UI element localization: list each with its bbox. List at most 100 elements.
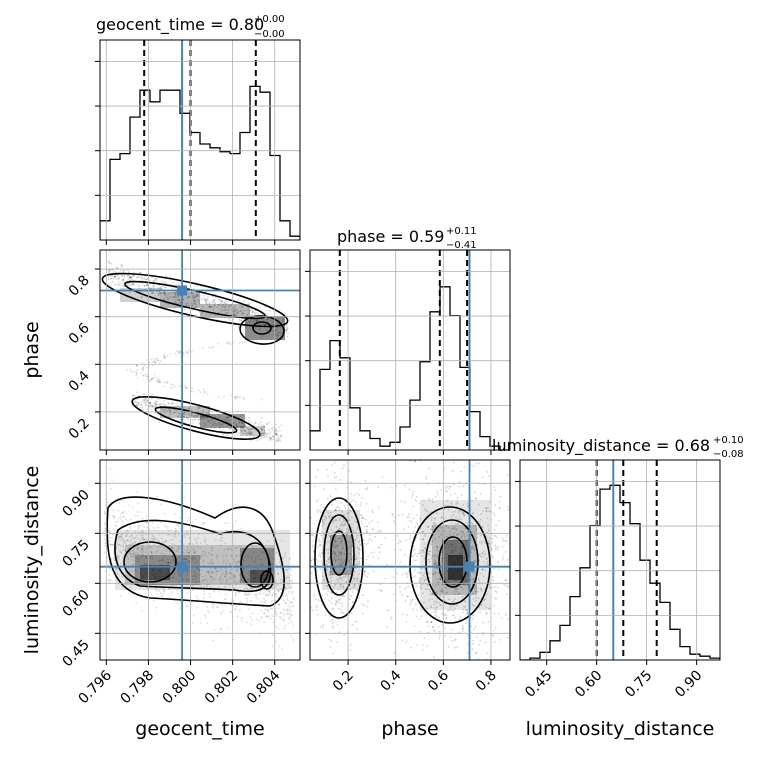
sample-point: [455, 529, 458, 532]
sample-point: [178, 556, 181, 559]
sample-point: [110, 277, 113, 280]
sample-point: [269, 607, 272, 610]
sample-point: [332, 586, 335, 589]
sample-point: [438, 595, 441, 598]
sample-point: [478, 554, 480, 556]
sample-point: [131, 564, 134, 566]
sample-point: [461, 512, 464, 514]
sample-point: [502, 556, 505, 559]
sample-point: [227, 548, 230, 551]
contour-lower-outer: [131, 395, 261, 441]
sample-point: [227, 416, 230, 419]
sample-point: [154, 576, 156, 579]
sample-point: [164, 561, 167, 563]
sample-point: [122, 278, 125, 281]
sample-point: [116, 567, 118, 570]
sample-point: [507, 618, 509, 621]
sample-point: [159, 545, 162, 548]
sample-point: [195, 306, 197, 308]
sample-point: [356, 589, 359, 592]
sample-point: [491, 563, 493, 566]
sample-point: [452, 551, 455, 553]
sample-point: [172, 559, 175, 561]
sample-point: [224, 567, 227, 569]
x-tick-label-geocent_time-3: 0.802: [202, 668, 242, 708]
sample-point: [230, 317, 232, 319]
sample-point: [134, 541, 137, 544]
sample-point: [233, 576, 236, 578]
sample-point: [440, 588, 443, 590]
sample-point: [317, 599, 320, 602]
sample-point: [345, 580, 347, 583]
sample-point: [144, 538, 146, 541]
sample-point: [341, 537, 344, 540]
sample-point: [193, 294, 196, 297]
sample-point: [523, 511, 525, 513]
sample-point: [326, 468, 328, 471]
sample-point: [319, 555, 322, 558]
sample-point: [449, 530, 452, 533]
sample-point: [457, 592, 460, 595]
sample-point: [432, 625, 434, 628]
sample-point: [107, 277, 110, 279]
sample-point: [472, 615, 475, 617]
sample-point: [106, 560, 109, 563]
sample-point: [224, 585, 226, 588]
sample-point: [132, 394, 135, 397]
sample-point: [282, 557, 284, 560]
sample-point: [408, 570, 410, 573]
sample-point: [327, 561, 330, 563]
sample-point: [247, 320, 250, 323]
sample-point: [142, 536, 145, 539]
sample-point: [460, 545, 463, 547]
sample-point: [321, 552, 324, 554]
sample-point: [424, 547, 427, 550]
sample-point: [140, 534, 142, 537]
sample-point: [310, 534, 313, 536]
sample-point: [192, 390, 195, 393]
sample-point: [483, 599, 486, 601]
sample-point: [456, 533, 459, 536]
title-geocent-time-plus: +0.00: [254, 14, 285, 25]
sample-point: [253, 578, 256, 580]
sample-point: [123, 548, 125, 551]
sample-point: [266, 309, 268, 312]
sample-point: [366, 486, 369, 489]
sample-point: [104, 527, 106, 530]
sample-point: [143, 399, 146, 402]
sample-point: [178, 580, 181, 582]
sample-point: [251, 572, 253, 575]
sample-point: [495, 597, 497, 600]
sample-point: [498, 519, 500, 522]
sample-point: [268, 591, 271, 593]
sample-point: [227, 522, 230, 525]
sample-point: [248, 416, 251, 419]
sample-point: [405, 586, 408, 588]
sample-point: [112, 509, 115, 512]
sample-point: [169, 576, 172, 578]
sample-point: [371, 528, 374, 531]
sample-point: [129, 527, 132, 530]
sample-point: [151, 569, 154, 572]
sample-point: [210, 576, 212, 578]
sample-point: [210, 568, 212, 570]
sample-point: [422, 574, 424, 577]
sample-point: [129, 586, 132, 589]
sample-point: [131, 276, 133, 279]
sample-point: [464, 465, 466, 468]
sample-point: [268, 333, 271, 336]
sample-point: [166, 562, 169, 564]
sample-point: [452, 461, 455, 464]
sample-point: [130, 284, 133, 286]
sample-point: [243, 312, 246, 315]
sample-point: [478, 462, 481, 465]
sample-point: [241, 313, 243, 315]
sample-point: [132, 559, 135, 562]
sample-point: [210, 580, 212, 583]
sample-point: [201, 523, 204, 526]
sample-point: [268, 421, 271, 424]
sample-point: [227, 303, 230, 306]
sample-point: [504, 579, 507, 582]
sample-point: [378, 546, 381, 548]
sample-point: [511, 578, 513, 580]
